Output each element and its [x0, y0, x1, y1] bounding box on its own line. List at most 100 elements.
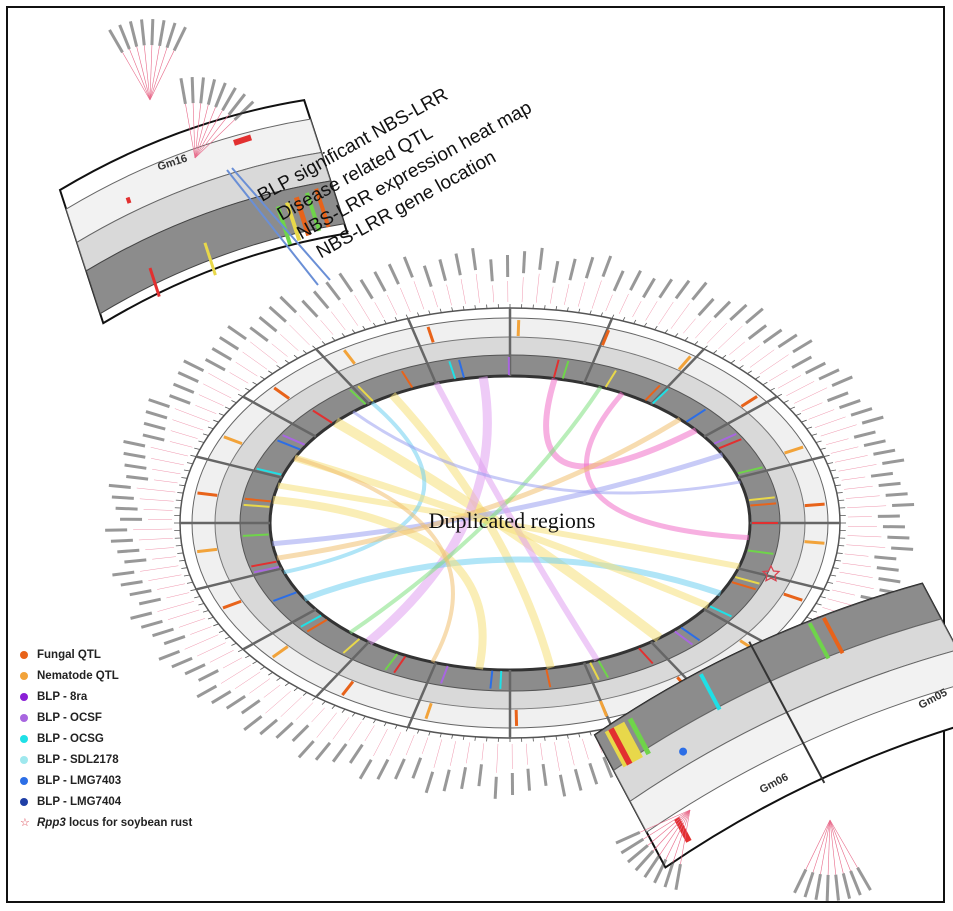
- heatmap-bar: [731, 581, 756, 591]
- gene-label-mark: [394, 758, 406, 780]
- gene-label-mark: [602, 756, 614, 779]
- heatmap-bar: [747, 549, 774, 555]
- axis-tick: [293, 354, 299, 359]
- gene-label-mark: [818, 368, 840, 381]
- inset-gm06-gm05: Gm06 Gm05: [593, 582, 953, 869]
- gene-label-mark: [805, 361, 827, 375]
- duplication-link: [276, 417, 682, 561]
- heatmap-bar: [401, 370, 414, 389]
- gene-label-leader: [342, 303, 359, 326]
- gene-label-leader: [826, 438, 849, 445]
- gene-label-leader: [265, 690, 291, 714]
- gene-label-mark: [747, 324, 768, 341]
- axis-tick: [769, 387, 775, 391]
- axis-tick: [836, 552, 843, 554]
- axis-tick: [177, 492, 184, 494]
- heatmap-bar: [644, 384, 661, 402]
- gene-label-leader: [812, 819, 831, 873]
- gene-label-mark: [204, 358, 226, 372]
- duplication-link: [293, 454, 710, 610]
- legend-item: ☆ Rpp3 locus for soybean rust: [20, 812, 300, 833]
- heatmap-bar: [589, 662, 600, 681]
- gene-label-leader: [136, 46, 151, 101]
- gene-label-mark: [169, 394, 191, 405]
- heatmap-bar: [561, 360, 570, 379]
- axis-tick: [186, 581, 193, 584]
- inset-gm16: Gm16: [58, 99, 349, 325]
- gene-label-leader: [235, 361, 258, 377]
- gene-label-leader: [198, 394, 224, 406]
- axis-tick: [801, 419, 807, 423]
- gene-label-leader: [846, 544, 886, 548]
- gene-label-mark: [882, 458, 905, 465]
- axis-tick: [268, 370, 273, 374]
- gene-label-mark: [359, 279, 374, 300]
- gene-label-mark: [124, 463, 147, 470]
- chromosome-divider: [737, 455, 825, 479]
- gene-label-leader: [194, 114, 230, 159]
- gene-label-mark: [626, 844, 649, 864]
- axis-tick: [776, 393, 783, 397]
- axis-tick: [284, 682, 290, 687]
- heatmap-bar: [253, 565, 280, 574]
- heatmap-bar: [306, 618, 328, 633]
- gene-label-mark: [105, 528, 128, 532]
- gene-label-mark: [117, 548, 140, 554]
- inset-heat-bar: [822, 616, 845, 655]
- gene-label-leader: [400, 287, 411, 312]
- gene-label-leader: [829, 819, 837, 875]
- qtl-mark: [426, 326, 435, 343]
- gene-label-leader: [683, 318, 696, 334]
- heatmap-bar: [448, 360, 457, 380]
- heatmap-bar: [718, 438, 742, 450]
- axis-tick: [783, 400, 789, 404]
- gene-label-leader: [836, 580, 874, 589]
- qtl-mark: [222, 599, 242, 610]
- gene-label-mark: [214, 82, 227, 108]
- axis-tick: [252, 381, 258, 386]
- gene-label-leader: [122, 52, 151, 101]
- gene-label-leader: [149, 45, 160, 101]
- axis-tick: [684, 337, 689, 341]
- heatmap-bar: [750, 502, 777, 507]
- gene-label-mark: [140, 619, 163, 629]
- legend-item: BLP - OCSG: [20, 728, 300, 749]
- legend-swatch: [20, 755, 28, 764]
- circos-main: [105, 247, 915, 799]
- legend-label: BLP - LMG7404: [37, 795, 122, 808]
- chromosome-divider: [315, 348, 370, 405]
- axis-tick: [362, 325, 366, 330]
- gene-label-leader: [844, 485, 873, 490]
- axis-tick: [712, 350, 718, 354]
- gene-label-mark: [145, 410, 168, 420]
- gene-label-mark: [493, 776, 498, 799]
- axis-tick: [674, 333, 679, 338]
- gene-label-mark: [552, 260, 560, 283]
- duplication-link: [294, 456, 455, 664]
- gene-label-mark: [165, 22, 177, 49]
- gene-label-leader: [348, 721, 362, 741]
- axis-tick: [811, 433, 818, 436]
- axis-tick: [578, 308, 581, 313]
- heatmap-bar: [713, 433, 737, 445]
- gene-label-mark: [803, 871, 815, 898]
- gene-label-mark: [279, 295, 298, 314]
- gene-label-leader: [568, 740, 575, 766]
- gene-label-mark: [402, 256, 414, 278]
- gene-label-leader: [145, 547, 175, 551]
- gene-label-mark: [124, 558, 147, 564]
- axis-tick: [276, 677, 281, 681]
- legend-item: BLP - 8ra: [20, 686, 300, 707]
- gene-label-leader: [208, 372, 240, 391]
- gene-label-mark: [325, 281, 342, 301]
- axis-tick: [207, 616, 214, 620]
- legend-label: Nematode QTL: [37, 669, 119, 682]
- heatmap-bar: [256, 467, 282, 476]
- qtl-mark: [197, 491, 218, 497]
- axis-tick: [555, 306, 558, 311]
- gene-label-leader: [605, 294, 613, 312]
- duplication-link: [543, 377, 698, 470]
- axis-tick: [611, 314, 615, 319]
- duplication-link: [303, 556, 722, 602]
